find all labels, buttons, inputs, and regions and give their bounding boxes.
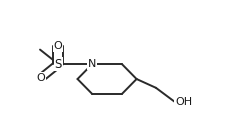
Text: N: N: [88, 59, 96, 69]
Text: OH: OH: [174, 97, 191, 107]
Text: O: O: [54, 41, 62, 51]
Text: S: S: [54, 57, 62, 71]
Text: O: O: [37, 73, 45, 83]
